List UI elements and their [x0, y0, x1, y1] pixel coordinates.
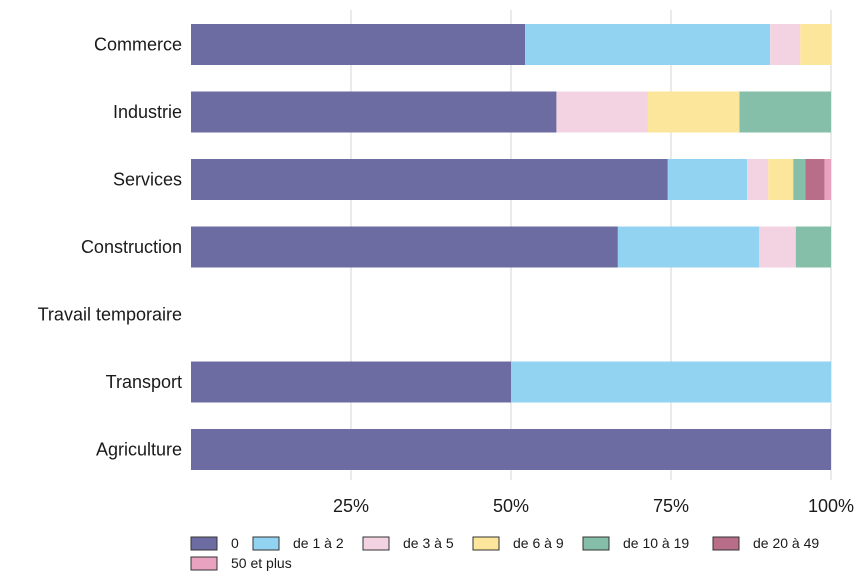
- bar-segment: [556, 91, 648, 133]
- bar-segment: [191, 226, 618, 268]
- x-tick-label: 75%: [653, 496, 689, 516]
- bar-segment: [805, 159, 825, 200]
- bar-segment: [647, 91, 740, 133]
- category-label: Services: [113, 170, 182, 190]
- category-label: Construction: [81, 237, 182, 257]
- legend-swatch: [712, 536, 740, 551]
- legend-label: de 3 à 5: [403, 535, 454, 551]
- legend-label: de 10 à 19: [623, 535, 689, 551]
- bar-segment: [793, 159, 806, 200]
- legend-swatch: [582, 536, 610, 551]
- legend: 0 de 1 à 2 de 3 à 5 de 6 à 9 de 10 à 19 de 20…: [190, 535, 819, 571]
- legend-swatch: [252, 536, 280, 551]
- bar-segment: [667, 159, 748, 200]
- bar-segment: [768, 159, 794, 200]
- legend-label: de 6 à 9: [513, 535, 564, 551]
- bar-segment: [747, 159, 769, 200]
- legend-label: 50 et plus: [231, 555, 292, 571]
- legend-swatch: [472, 536, 500, 551]
- bar-segment: [795, 226, 831, 268]
- x-tick-label: 25%: [333, 496, 369, 516]
- legend-label: de 20 à 49: [753, 535, 819, 551]
- bar-segment: [739, 91, 831, 133]
- category-label: Transport: [106, 372, 182, 392]
- bar-segment: [525, 24, 771, 65]
- legend-swatch: [362, 536, 390, 551]
- legend-swatch: [190, 556, 218, 571]
- bar-segment: [191, 361, 511, 403]
- category-labels: Commerce Industrie Services Construction Tra…: [38, 35, 182, 460]
- bar-segment: [800, 24, 831, 65]
- bar-layer: [191, 24, 831, 470]
- bar-segment: [770, 24, 801, 65]
- bar-segment: [824, 159, 831, 200]
- category-label: Agriculture: [96, 440, 182, 460]
- category-label: Travail temporaire: [38, 305, 182, 325]
- x-tick-labels: 25% 50% 75% 100%: [333, 496, 854, 516]
- category-label: Industrie: [113, 102, 182, 122]
- bar-segment: [191, 159, 668, 200]
- bar-segment: [191, 24, 526, 65]
- bar-segment: [617, 226, 760, 268]
- bar-segment: [191, 91, 557, 133]
- legend-label: 0: [231, 535, 239, 551]
- x-tick-label: 100%: [808, 496, 854, 516]
- bar-segment: [511, 361, 831, 403]
- legend-swatch: [190, 536, 218, 551]
- legend-label: de 1 à 2: [293, 535, 344, 551]
- category-label: Commerce: [94, 35, 182, 55]
- bar-segment: [759, 226, 796, 268]
- bar-segment: [191, 429, 831, 470]
- x-tick-label: 50%: [493, 496, 529, 516]
